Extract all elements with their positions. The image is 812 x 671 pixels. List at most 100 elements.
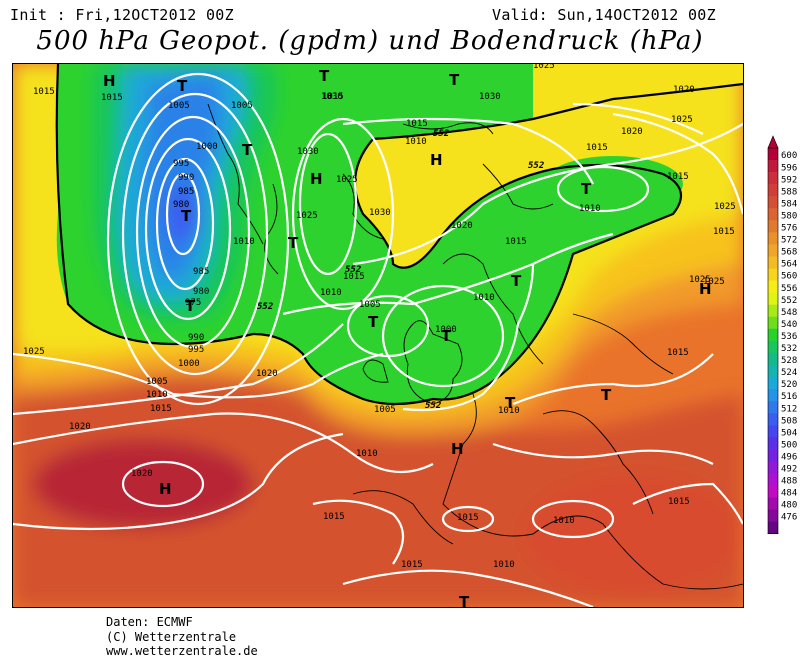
isobar-label: 1000 (178, 359, 200, 369)
legend-swatch (768, 413, 778, 426)
low-center: T (288, 234, 299, 252)
legend-label: 492 (781, 465, 797, 475)
legend-swatch (768, 509, 778, 522)
isobar-label: 1010 (405, 137, 427, 147)
high-center: H (430, 151, 443, 169)
legend-label: 512 (781, 404, 797, 414)
high-center: H (159, 480, 172, 498)
copyright: (C) Wetterzentrale (106, 629, 237, 644)
isobar-label: 1015 (401, 560, 423, 570)
map-title: 500 hPa Geopot. (gpdm) und Bodendruck (h… (36, 26, 704, 56)
isobar-label: 1005 (359, 300, 381, 310)
isobar-label: 1010 (493, 560, 515, 570)
legend-label: 596 (781, 163, 797, 173)
legend-label: 528 (781, 356, 797, 366)
high-center: H (310, 170, 323, 188)
legend-label: 564 (781, 260, 797, 270)
legend-label: 480 (781, 501, 797, 511)
legend-swatch (768, 268, 778, 281)
legend-swatch (768, 316, 778, 330)
isobar-label: 1015 (668, 497, 690, 507)
isobar-label: 1010 (233, 237, 255, 247)
legend-label: 584 (781, 199, 797, 209)
isobar-label: 1025 (689, 275, 711, 285)
isobar-label: 975 (185, 298, 201, 308)
isobar-label: 1020 (451, 221, 473, 231)
legend-label: 540 (781, 320, 797, 330)
isobar-label: 1010 (579, 204, 601, 214)
legend-label: 600 (781, 151, 797, 161)
legend-swatch (768, 497, 778, 510)
legend-swatch (768, 364, 778, 378)
isobar-label: 985 (193, 267, 209, 277)
legend-label: 504 (781, 428, 797, 438)
legend-swatch (768, 425, 778, 438)
low-center: T (505, 394, 516, 412)
legend-swatch (768, 304, 778, 317)
legend-swatch (768, 280, 778, 293)
low-center: T (441, 327, 452, 345)
low-center: T (177, 77, 188, 95)
legend-label: 520 (781, 380, 797, 390)
isobar-label: 1010 (473, 293, 495, 303)
legend-swatch (768, 473, 778, 486)
isobar-label: 1005 (374, 405, 396, 415)
isobar-label: 1010 (498, 406, 520, 416)
legend-label: 508 (781, 416, 797, 426)
legend-swatch (768, 256, 778, 269)
legend-swatch (768, 244, 778, 257)
legend-swatch (768, 461, 778, 474)
legend-label: 580 (781, 211, 797, 221)
isobar-label: 1010 (553, 516, 575, 526)
isobar-label: 1030 (321, 92, 343, 102)
isobar-label: 1025 (671, 115, 693, 125)
isobar-label: 1015 (101, 93, 123, 103)
legend-swatch (768, 220, 778, 233)
isobar-label: 1025 (23, 347, 45, 357)
legend-swatch (768, 148, 778, 161)
low-center: T (459, 593, 470, 608)
isobar-label: 985 (178, 187, 194, 197)
footer-credits: Daten: ECMWF (C) Wetterzentrale www.wett… (106, 615, 258, 659)
legend-swatch (768, 160, 778, 173)
isobar-label: 1005 (231, 101, 253, 111)
legend-label: 484 (781, 489, 797, 499)
low-center: T (511, 272, 522, 290)
legend-label: 488 (781, 477, 797, 487)
contour-label: 552 (433, 129, 449, 139)
legend-label: 592 (781, 175, 797, 185)
legend-label: 568 (781, 248, 797, 258)
color-legend: 600 596 592 588 584 580 576 572 568 564 560 556 552 5… (767, 135, 797, 534)
high-center: H (103, 72, 116, 90)
legend-swatch (768, 208, 778, 221)
isobar-label: 1015 (323, 512, 345, 522)
legend-swatch (768, 232, 778, 245)
isobar-label: 1015 (33, 87, 55, 97)
legend-swatch (768, 184, 778, 197)
legend-swatch (768, 449, 778, 462)
isobar-label: 995 (173, 159, 189, 169)
isobar-label: 1000 (196, 142, 218, 152)
isobar-label: 1015 (505, 237, 527, 247)
high-center: H (699, 280, 712, 298)
legend-swatch (768, 352, 778, 366)
legend-frame (767, 147, 779, 534)
isobar-label: 1010 (146, 390, 168, 400)
isobar-label: 1015 (406, 119, 428, 129)
legend-swatch (768, 376, 778, 390)
isobar-label: 1025 (296, 211, 318, 221)
isobar-label: 1015 (457, 513, 479, 523)
legend-swatch (768, 401, 778, 414)
isobar-label: 990 (188, 333, 204, 343)
isobar-label: 995 (188, 345, 204, 355)
low-center: T (601, 386, 612, 404)
legend-label: 536 (781, 332, 797, 342)
low-center: T (242, 141, 253, 159)
low-center: T (449, 71, 460, 89)
low-center: T (181, 207, 192, 225)
data-source: Daten: ECMWF (106, 615, 193, 629)
weather-map: 552 552 552 552 552 1015 1005 1005 1000 … (12, 63, 744, 608)
isobar-label: 1015 (343, 272, 365, 282)
isobar-label: 990 (178, 173, 194, 183)
isobar-label: 1005 (146, 377, 168, 387)
